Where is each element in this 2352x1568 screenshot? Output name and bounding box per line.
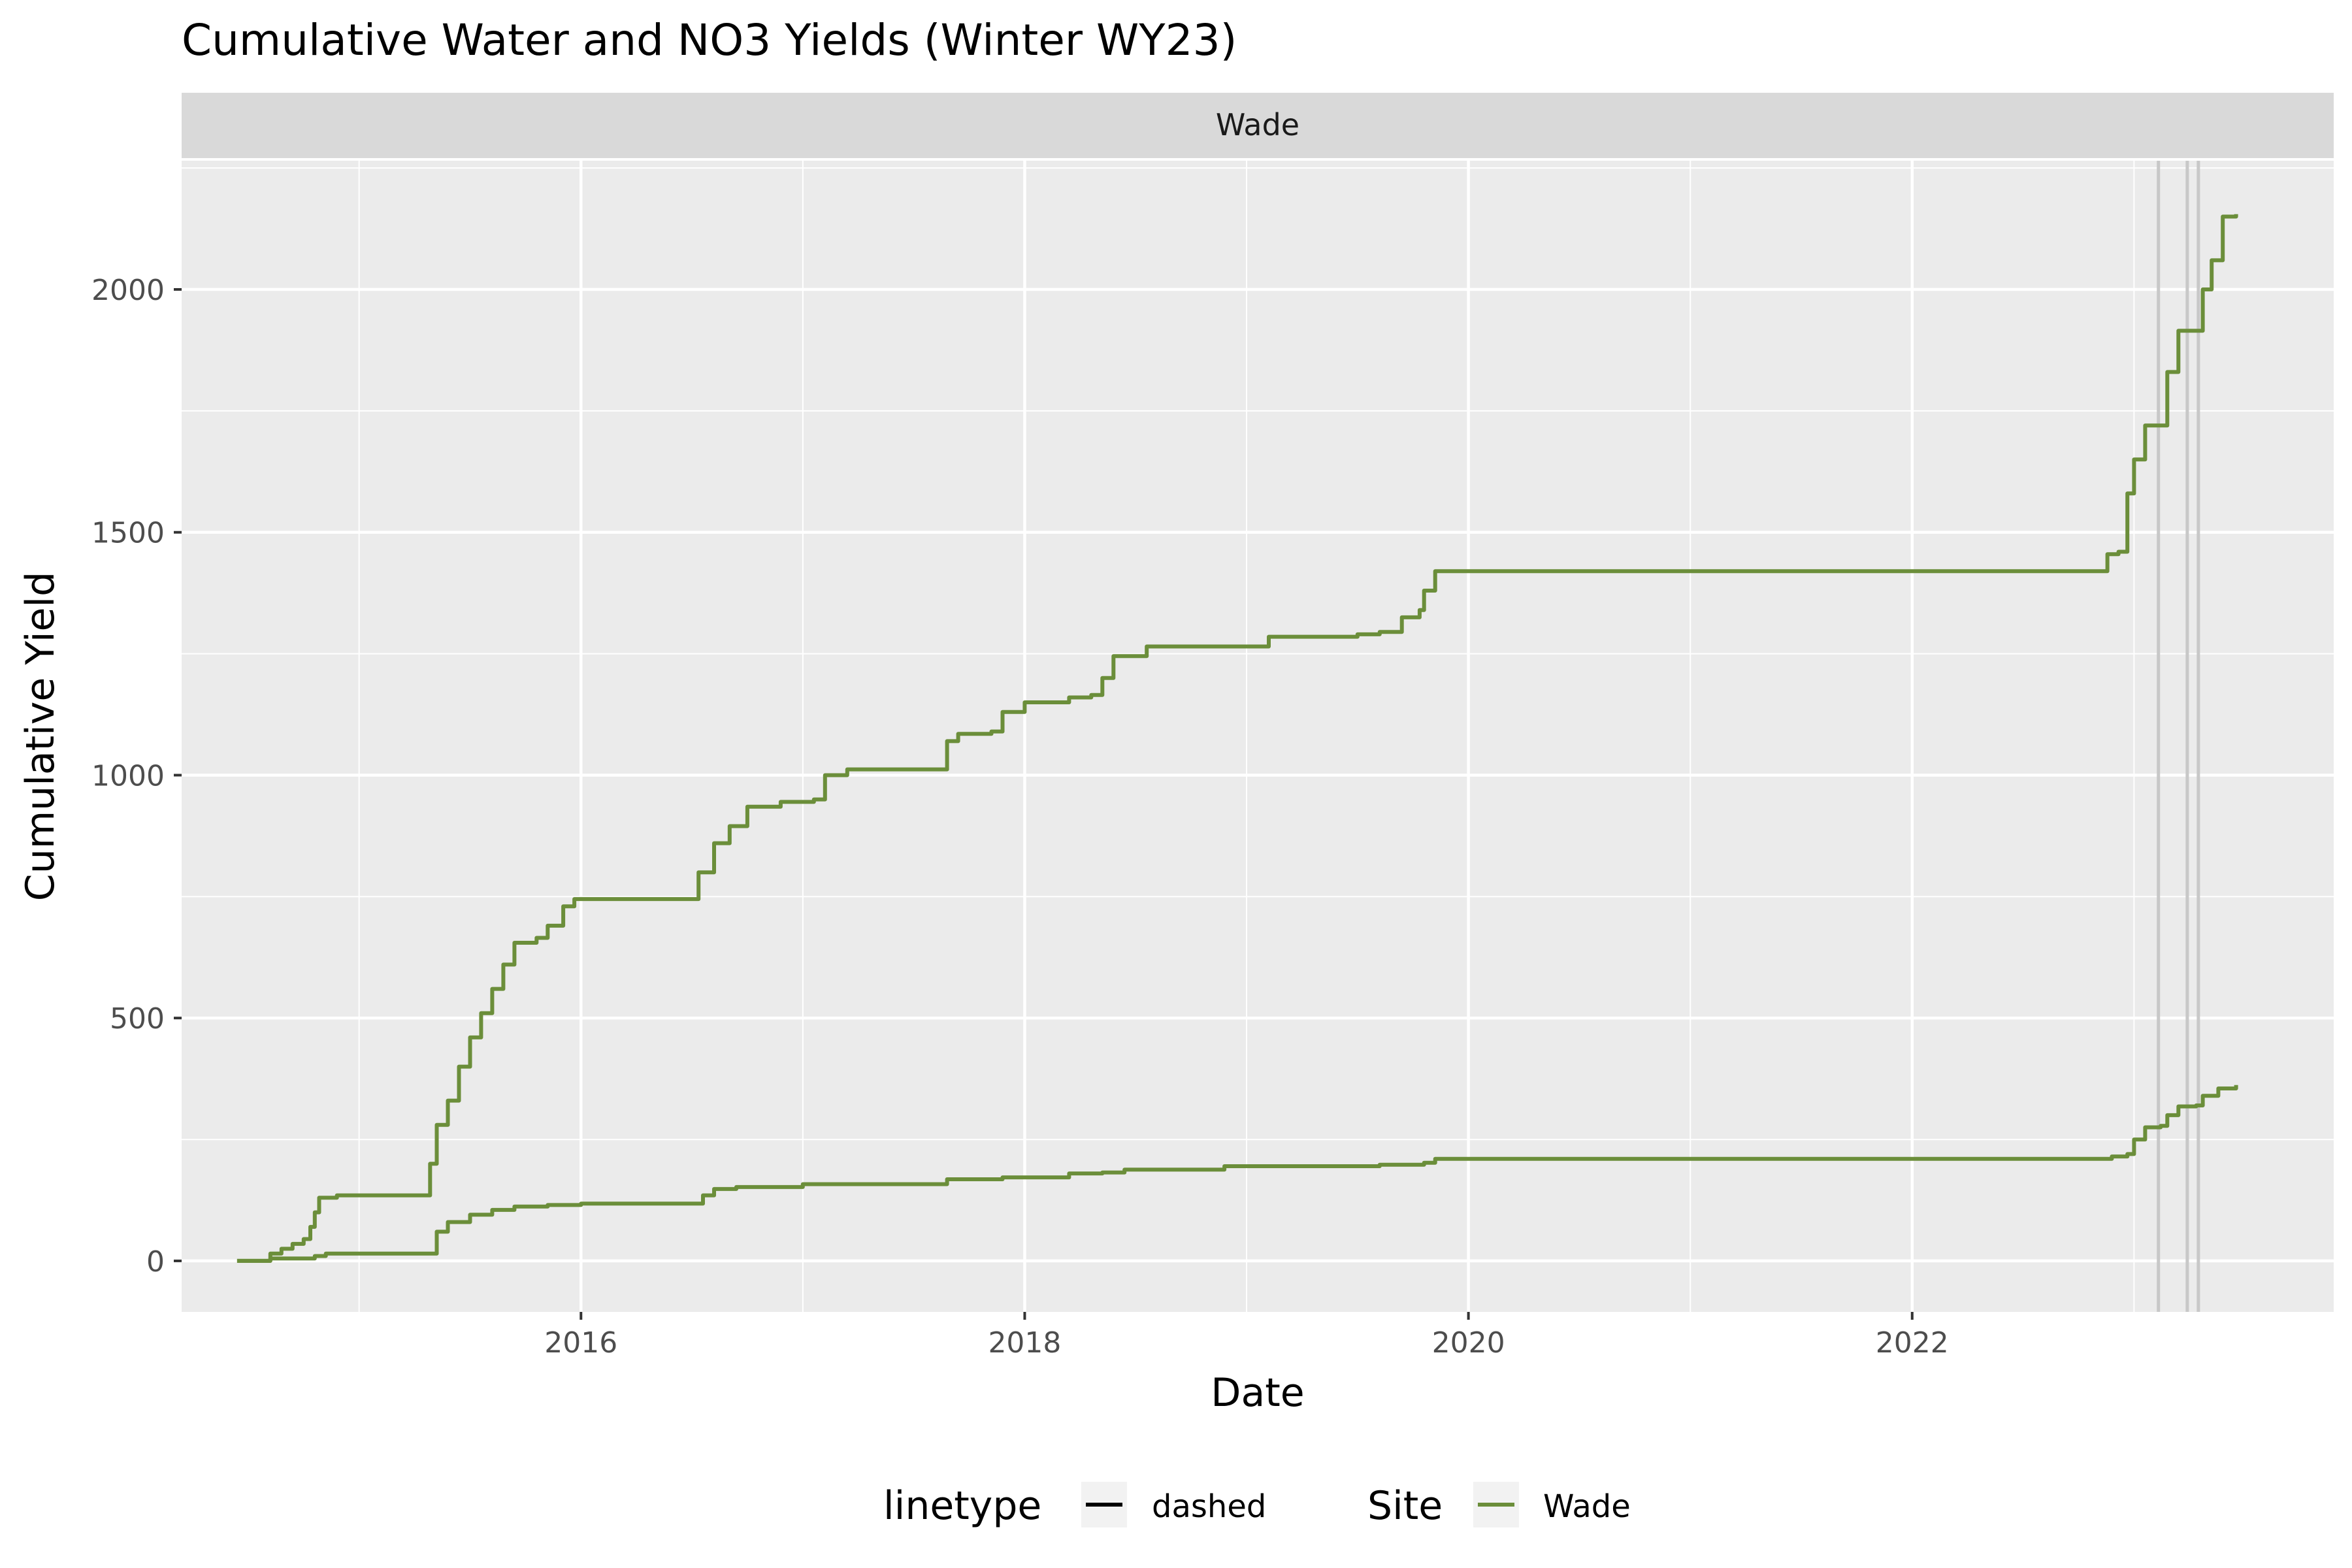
- minor-gridlines: [182, 161, 2334, 1312]
- facet-strip: [182, 93, 2334, 158]
- x-tick-label: 2016: [544, 1326, 617, 1360]
- plot-panel: [182, 161, 2334, 1312]
- legend-title-linetype: linetype: [883, 1483, 1041, 1529]
- y-axis: 0 500 1000 1500 2000: [91, 274, 182, 1279]
- y-tick-label: 2000: [91, 274, 165, 307]
- x-axis-title: Date: [1211, 1370, 1304, 1416]
- x-axis: 2016 2018 2020 2022: [544, 1312, 1949, 1360]
- y-tick-label: 0: [146, 1245, 165, 1279]
- x-tick-label: 2018: [988, 1326, 1061, 1360]
- legend-label-wade: Wade: [1543, 1488, 1631, 1525]
- y-tick-label: 1000: [91, 759, 165, 792]
- y-axis-title: Cumulative Yield: [18, 572, 63, 901]
- series-line-wade-2: [237, 1085, 2238, 1263]
- series-layer: [237, 214, 2238, 1263]
- major-gridlines: [182, 161, 2334, 1312]
- legend-label-dashed: dashed: [1152, 1488, 1266, 1525]
- series-line-wade-1: [237, 214, 2238, 1263]
- chart-title: Cumulative Water and NO3 Yields (Winter …: [182, 15, 1237, 65]
- x-tick-label: 2020: [1432, 1326, 1505, 1360]
- y-tick-label: 1500: [91, 517, 165, 550]
- legend: linetype dashed Site Wade: [883, 1482, 1631, 1529]
- facet-label: Wade: [1216, 107, 1299, 142]
- reference-lines: [2157, 161, 2200, 1312]
- x-tick-label: 2022: [1876, 1326, 1949, 1360]
- y-tick-label: 500: [110, 1002, 165, 1036]
- legend-title-site: Site: [1367, 1483, 1443, 1529]
